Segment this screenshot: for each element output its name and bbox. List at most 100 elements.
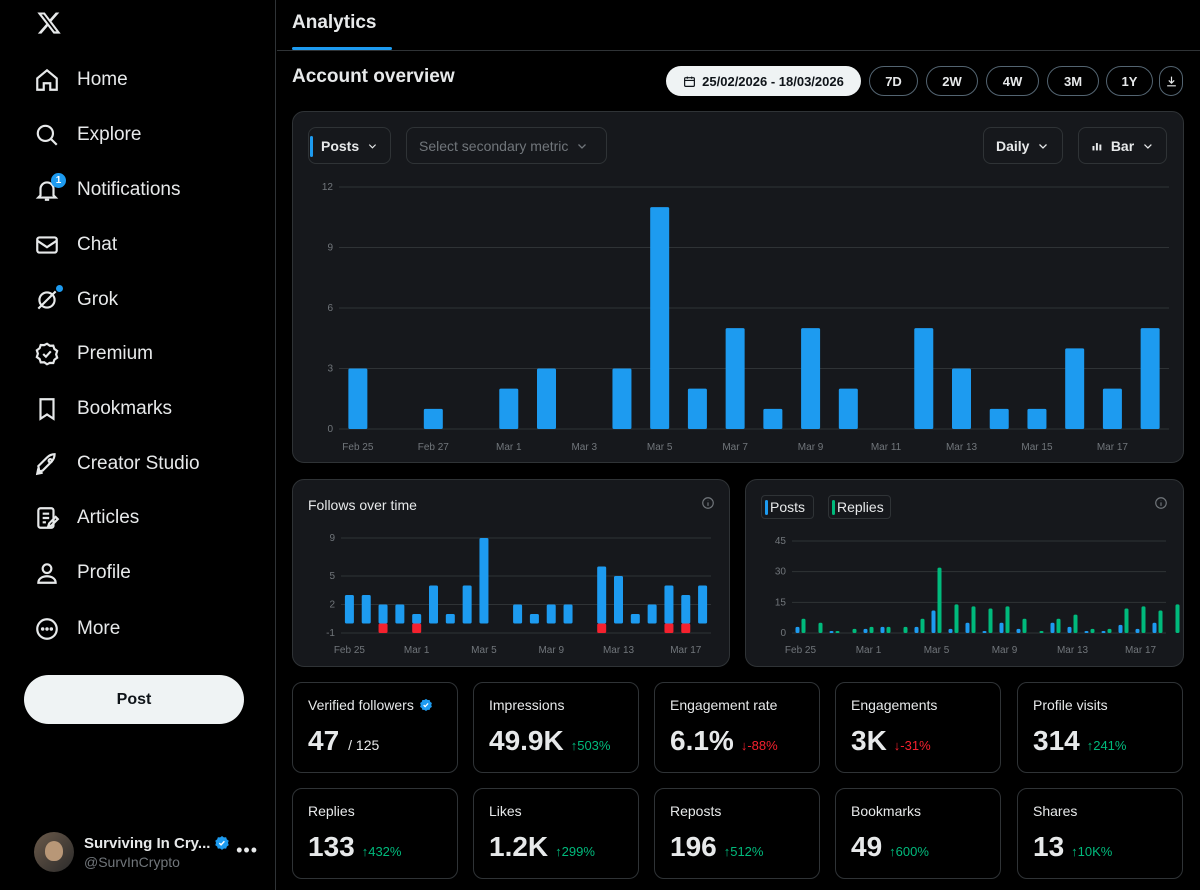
stat-card-replies[interactable]: Replies 133 ↑432%	[292, 788, 458, 879]
y-tick-label: 2	[329, 600, 335, 611]
bar-posts	[1140, 328, 1160, 429]
bar-posts	[948, 628, 953, 633]
range-3m-button[interactable]: 3M	[1047, 66, 1099, 96]
x-tick-label: Mar 9	[538, 645, 564, 656]
info-icon[interactable]	[701, 496, 715, 510]
x-tick-label: Mar 5	[471, 645, 497, 656]
nav-label: Bookmarks	[77, 398, 173, 419]
interval-label: Daily	[996, 137, 1030, 154]
bar-unfollows	[664, 623, 674, 633]
arrow-up-icon: ↑	[1071, 844, 1078, 859]
mail-icon	[34, 232, 60, 258]
bar-posts	[952, 368, 971, 429]
stat-card-engagements[interactable]: Engagements 3K ↓-31%	[835, 682, 1001, 773]
chevron-down-icon	[368, 143, 377, 149]
active-tab-indicator	[292, 47, 392, 50]
y-tick-label: 9	[329, 533, 335, 544]
verified-icon	[419, 698, 432, 712]
bar-posts	[1084, 630, 1089, 633]
y-tick-label: 0	[780, 628, 786, 639]
stat-card-verified-followers[interactable]: Verified followers 47 / 125	[292, 682, 458, 773]
stat-value: 1.2K	[489, 831, 549, 862]
bar-replies	[988, 608, 993, 633]
stat-label: Verified followers	[308, 697, 414, 713]
stat-value: 47	[308, 725, 340, 756]
stat-card-engagement-rate[interactable]: Engagement rate 6.1% ↓-88%	[654, 682, 820, 773]
nav-bookmarks[interactable]: Bookmarks	[24, 387, 172, 431]
x-tick-label: Mar 17	[1125, 645, 1157, 656]
posts-bar-chart: 0 3 6 9 12 Feb 25 Feb 27 Mar 1 Mar 3 Mar 5 Mar 7 Ma…	[322, 182, 1169, 453]
range-4w-button[interactable]: 4W	[986, 66, 1039, 96]
bar-chart-icon	[1092, 142, 1102, 150]
stat-value: 196	[670, 831, 717, 862]
primary-metric-dropdown[interactable]: Posts	[308, 127, 391, 164]
bar-posts	[880, 626, 885, 633]
download-button[interactable]	[1159, 66, 1183, 96]
grok-icon	[34, 285, 63, 313]
bar-posts	[1016, 628, 1021, 633]
bar-posts	[931, 610, 936, 633]
nav-more[interactable]: More	[24, 607, 120, 651]
range-1y-button[interactable]: 1Y	[1106, 66, 1153, 96]
stat-card-impressions[interactable]: Impressions 49.9K ↑503%	[473, 682, 639, 773]
legend-replies[interactable]: Replies	[828, 495, 891, 519]
nav-premium[interactable]: Premium	[24, 332, 153, 376]
nav-articles[interactable]: Articles	[24, 496, 139, 540]
stat-card-likes[interactable]: Likes 1.2K ↑299%	[473, 788, 639, 879]
stat-value: 6.1%	[670, 725, 734, 756]
info-icon[interactable]	[1154, 496, 1168, 510]
account-switcher[interactable]: Surviving In Cry... @SurvInCrypto •••	[34, 830, 264, 874]
nav-profile[interactable]: Profile	[24, 551, 131, 595]
arrow-up-icon: ↑	[1086, 738, 1094, 753]
bar-posts	[1118, 624, 1123, 633]
range-7d-button[interactable]: 7D	[869, 66, 918, 96]
x-tick-label: Mar 5	[647, 442, 673, 453]
search-icon	[34, 122, 60, 148]
chevron-down-icon	[1144, 143, 1152, 149]
bar-posts	[499, 388, 519, 429]
bar-follows	[529, 614, 539, 624]
bar-posts	[829, 630, 834, 633]
stat-card-profile-visits[interactable]: Profile visits 314 ↑241%	[1017, 682, 1183, 773]
nav-explore[interactable]: Explore	[24, 113, 141, 157]
nav-grok[interactable]: Grok	[24, 278, 118, 322]
stat-delta-value: -88%	[747, 738, 778, 753]
legend-posts[interactable]: Posts	[761, 495, 814, 519]
bar-posts	[1152, 622, 1157, 633]
date-range-button[interactable]: 25/02/2026 - 18/03/2026	[666, 66, 861, 96]
stat-card-shares[interactable]: Shares 13 ↑10K%	[1017, 788, 1183, 879]
bar-posts	[965, 622, 970, 633]
chart-type-dropdown[interactable]: Bar	[1078, 127, 1167, 164]
nav-home[interactable]: Home	[24, 58, 128, 102]
bar-posts	[725, 328, 745, 429]
stat-label: Profile visits	[1033, 697, 1108, 713]
more-dots-icon[interactable]: •••	[236, 840, 258, 860]
secondary-metric-dropdown[interactable]: Select secondary metric	[406, 127, 607, 164]
y-tick-label: 45	[775, 536, 787, 547]
arrow-up-icon: ↑	[361, 844, 369, 859]
notification-badge: 1	[51, 173, 66, 188]
bar-replies	[1090, 628, 1095, 633]
range-2w-button[interactable]: 2W	[926, 66, 978, 96]
nav-chat[interactable]: Chat	[24, 223, 117, 267]
home-icon	[34, 67, 60, 93]
bar-posts	[863, 628, 868, 633]
x-tick-label: Mar 3	[571, 442, 597, 453]
x-tick-label: Mar 17	[1097, 442, 1129, 453]
posts-chart-panel: Posts Select secondary metric Daily Bar …	[292, 111, 1184, 463]
bar-posts	[1050, 622, 1055, 633]
nav-creator-studio[interactable]: Creator Studio	[24, 442, 200, 486]
legend-posts-label: Posts	[770, 499, 806, 515]
stat-card-bookmarks[interactable]: Bookmarks 49 ↑600%	[835, 788, 1001, 879]
y-tick-label: 5	[329, 571, 335, 582]
interval-dropdown[interactable]: Daily	[983, 127, 1063, 164]
bar-follows	[563, 604, 573, 624]
bar-posts	[1101, 630, 1106, 633]
x-logo-icon[interactable]	[36, 10, 62, 36]
tab-analytics[interactable]: Analytics	[292, 12, 377, 33]
stat-delta: ↑600%	[889, 844, 929, 859]
stat-card-reposts[interactable]: Reposts 196 ↑512%	[654, 788, 820, 879]
tab-bar: Analytics	[277, 0, 1200, 51]
post-button[interactable]: Post	[24, 675, 244, 724]
nav-notifications[interactable]: 1 Notifications	[24, 168, 181, 212]
